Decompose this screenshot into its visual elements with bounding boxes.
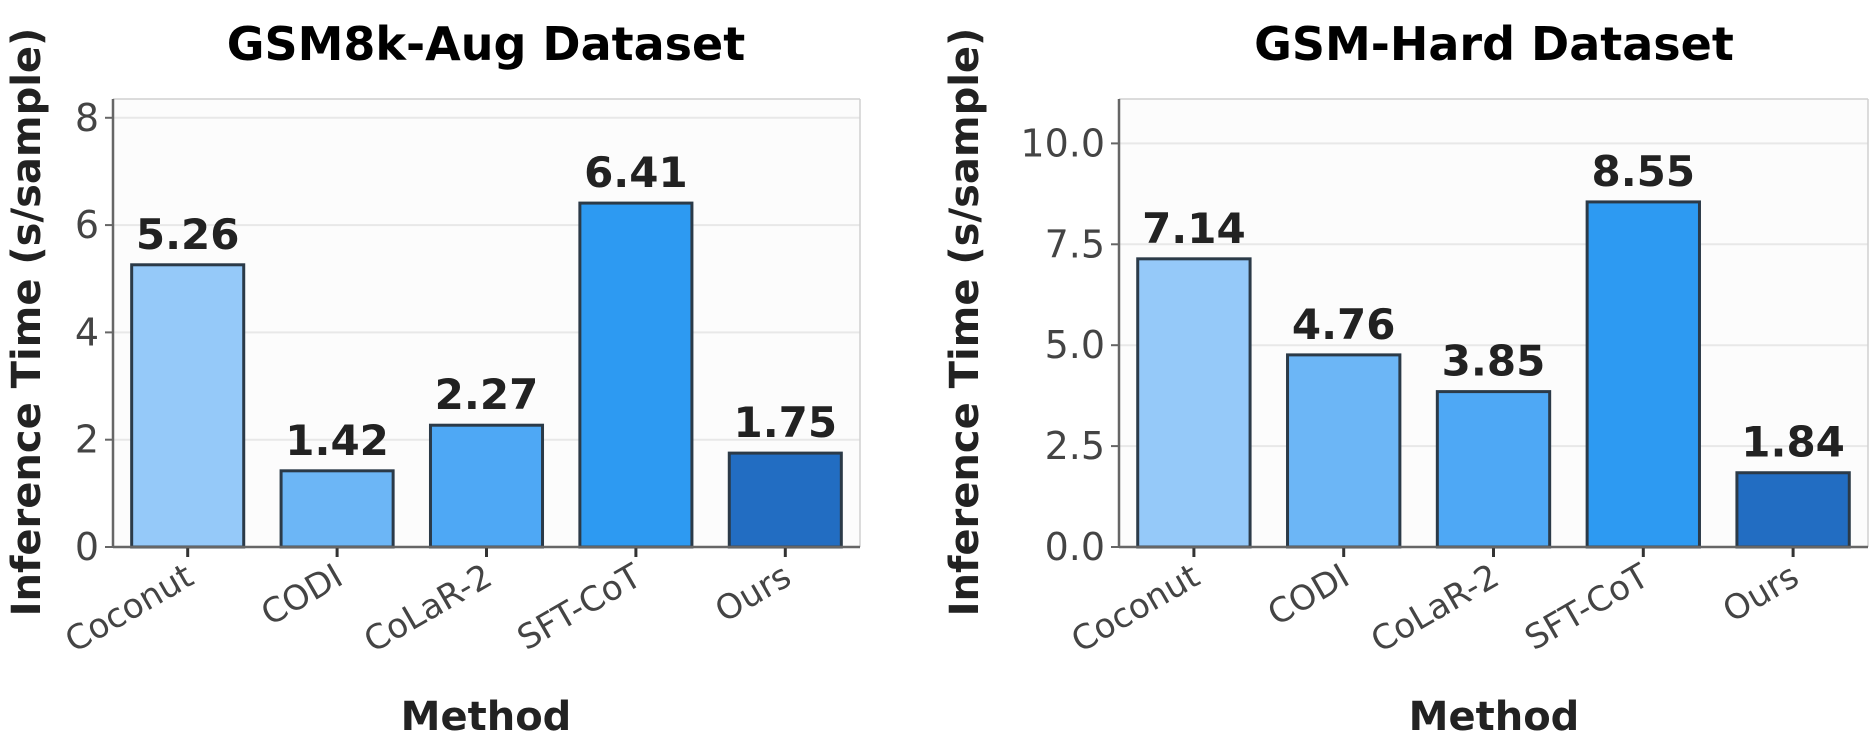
x-tick-label: SFT-CoT — [511, 556, 649, 659]
bar-coconut — [1136, 257, 1252, 549]
y-tick-label: 2.5 — [1045, 424, 1105, 468]
bar-ours — [1735, 471, 1851, 549]
data-label: 1.75 — [733, 398, 837, 447]
chart-gsm8k-aug: GSM8k-Aug Dataset Inference Time (s/samp… — [4, 17, 861, 740]
y-tick-label: 6 — [75, 203, 99, 247]
data-label: 4.76 — [1292, 300, 1396, 349]
data-label: 1.84 — [1741, 418, 1845, 467]
y-axis-label: Inference Time (s/sample) — [942, 28, 988, 617]
x-tick-label: Ours — [1716, 556, 1805, 631]
x-tick-label: CODI — [1261, 556, 1356, 634]
chart-title: GSM8k-Aug Dataset — [227, 17, 745, 71]
x-axis-label: Method — [1409, 694, 1580, 736]
chart-gsm-hard: GSM-Hard Dataset Inference Time (s/sampl… — [942, 17, 1869, 740]
y-axis-label: Inference Time (s/sample) — [4, 28, 50, 617]
x-tick-label: Coconut — [1065, 556, 1207, 661]
y-tick-label: 10.0 — [1020, 121, 1105, 165]
data-label: 3.85 — [1442, 337, 1546, 386]
y-tick-label: 0 — [75, 525, 99, 569]
chart-title: GSM-Hard Dataset — [1254, 17, 1734, 71]
bar-ours — [727, 451, 843, 549]
data-label: 6.41 — [584, 148, 688, 197]
bar-sft-cot — [1585, 200, 1701, 549]
y-tick-label: 4 — [75, 310, 99, 354]
x-axis-label: Method — [401, 694, 572, 736]
x-tick-label: CoLaR-2 — [1364, 556, 1506, 661]
y-tick-label: 2 — [75, 418, 99, 462]
x-tick-label: CODI — [254, 556, 349, 634]
data-label: 5.26 — [136, 210, 240, 259]
y-tick-label: 5.0 — [1045, 323, 1105, 367]
x-tick-label: Coconut — [59, 556, 201, 661]
y-tick-label: 0.0 — [1045, 525, 1105, 569]
y-tick-label: 7.5 — [1045, 222, 1105, 266]
bar-coconut — [130, 263, 246, 549]
bar-sft-cot — [578, 201, 694, 549]
data-label: 7.14 — [1142, 204, 1246, 253]
bar-colar-2 — [428, 423, 545, 549]
data-label: 1.42 — [285, 416, 389, 465]
data-label: 2.27 — [435, 370, 539, 419]
data-label: 8.55 — [1591, 147, 1695, 196]
x-tick-label: CoLaR-2 — [357, 556, 499, 661]
x-tick-label: Ours — [709, 556, 798, 631]
bar-colar-2 — [1435, 390, 1552, 549]
bar-codi — [279, 469, 395, 549]
x-tick-label: SFT-CoT — [1518, 556, 1656, 659]
y-tick-label: 8 — [75, 96, 99, 140]
bar-codi — [1286, 353, 1402, 549]
